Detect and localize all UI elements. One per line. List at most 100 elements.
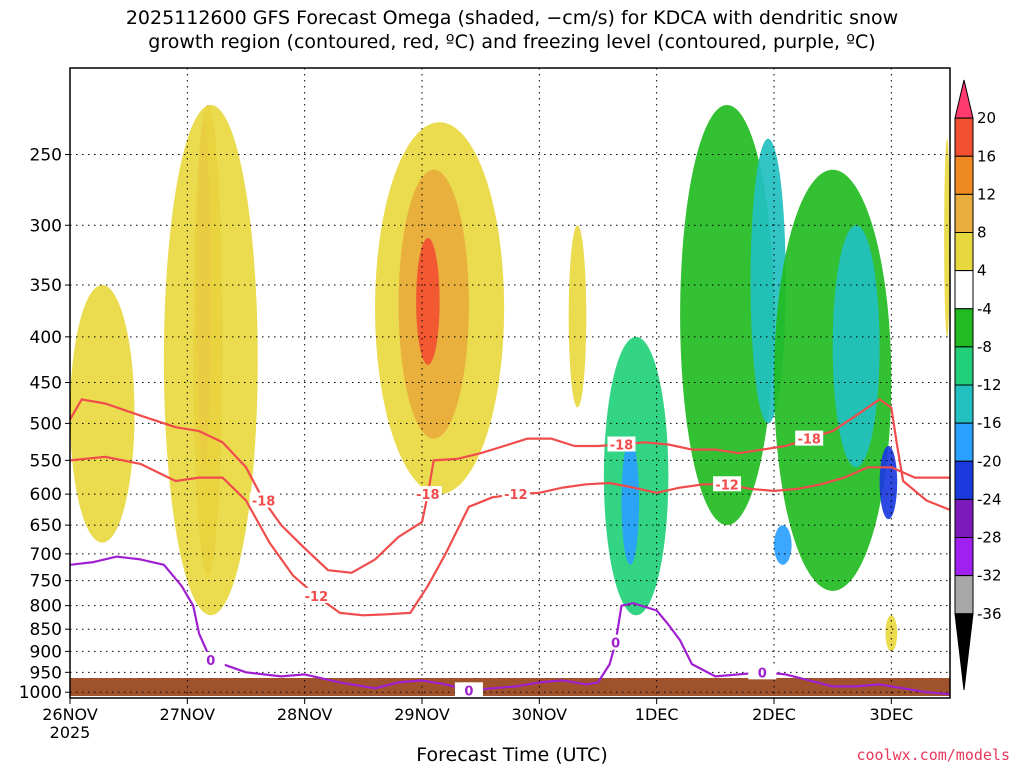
contour-label: -18 bbox=[252, 495, 276, 510]
colorbar-segment bbox=[954, 193, 974, 233]
colorbar-segment bbox=[954, 422, 974, 462]
y-tick-label: 950 bbox=[30, 663, 62, 683]
omega-region-16 bbox=[944, 138, 950, 337]
title-line-2: growth region (contoured, red, ºC) and f… bbox=[148, 31, 876, 53]
contour-label: -12 bbox=[715, 478, 739, 493]
y-tick-label: 800 bbox=[30, 597, 62, 617]
chart-title: 2025112600 GFS Forecast Omega (shaded, −… bbox=[0, 6, 1024, 54]
contour-label: 0 bbox=[758, 666, 767, 681]
contour-label: -18 bbox=[610, 439, 634, 454]
x-tick-label: 3DEC bbox=[869, 705, 913, 724]
contour-label-bg bbox=[601, 634, 630, 650]
omega-region-3 bbox=[70, 285, 135, 543]
contour-label: -18 bbox=[416, 488, 440, 503]
colorbar-segment bbox=[954, 384, 974, 424]
x-tick-label: 30NOV bbox=[512, 705, 568, 724]
colorbar: 20 16 12 8 4 -4 -8 -12 -16 -20 -24 -28 -32 -36 bbox=[954, 79, 1002, 691]
x-tick-label: 27NOV bbox=[160, 705, 216, 724]
contour-label-bg bbox=[454, 682, 483, 698]
contours: -18 -18 -18 -18 -12 -12 -12 0 0 0 0 bbox=[70, 398, 950, 699]
omega-region-13 bbox=[832, 225, 880, 468]
y-tick-label: 850 bbox=[30, 620, 62, 640]
y-tick-label: 250 bbox=[30, 146, 62, 166]
x-tick-label: 28NOV bbox=[277, 705, 333, 724]
contour-label-bg bbox=[302, 587, 331, 603]
y-tick-label: 600 bbox=[30, 485, 62, 505]
omega-region-2 bbox=[163, 104, 258, 616]
y-tick-label: 1000 bbox=[19, 683, 62, 703]
x-axis-label: Forecast Time (UTC) bbox=[416, 744, 608, 766]
colorbar-label: -20 bbox=[977, 452, 1002, 470]
omega-region-9 bbox=[621, 438, 640, 565]
contour-label-bg bbox=[249, 492, 278, 508]
contour-label: -18 bbox=[797, 433, 821, 448]
colorbar-segment bbox=[954, 232, 974, 272]
x-tick-year: 2025 bbox=[50, 723, 91, 742]
colorbar-label: -36 bbox=[977, 605, 1002, 623]
x-tick-label: 26NOV bbox=[42, 705, 98, 724]
y-tick-label: 350 bbox=[30, 276, 62, 296]
x-tick-label: 2DEC bbox=[752, 705, 796, 724]
colorbar-top-arrow bbox=[954, 79, 974, 119]
contour-label-bg bbox=[501, 486, 530, 502]
credit-text: coolwx.com/models bbox=[856, 746, 1010, 764]
colorbar-label: -16 bbox=[977, 414, 1002, 432]
contour-label: -12 bbox=[305, 590, 329, 605]
colorbar-segment bbox=[954, 308, 974, 348]
colorbar-label: -24 bbox=[977, 490, 1002, 508]
colorbar-segment bbox=[954, 346, 974, 386]
x-tick-label: 29NOV bbox=[394, 705, 450, 724]
x-tick-label: 1DEC bbox=[635, 705, 679, 724]
contour--18 bbox=[70, 398, 950, 574]
contour-label: 0 bbox=[206, 654, 215, 669]
grid bbox=[69, 68, 950, 698]
contour-label-bg bbox=[795, 430, 824, 446]
y-tick-label: 500 bbox=[30, 414, 62, 434]
y-tick-label: 450 bbox=[30, 374, 62, 394]
y-tick-label: 650 bbox=[30, 516, 62, 536]
contour-label-bg bbox=[607, 436, 636, 452]
colorbar-label: 4 bbox=[977, 262, 987, 280]
omega-region-15 bbox=[774, 525, 792, 565]
colorbar-label: -32 bbox=[977, 567, 1002, 585]
colorbar-label: 20 bbox=[977, 109, 996, 127]
title-line-1: 2025112600 GFS Forecast Omega (shaded, −… bbox=[125, 7, 899, 29]
y-tick-label: 900 bbox=[30, 642, 62, 662]
colorbar-bottom-arrow bbox=[954, 613, 974, 691]
colorbar-segment bbox=[954, 270, 974, 310]
omega-region-10 bbox=[680, 104, 774, 526]
omega-region-7 bbox=[568, 225, 587, 408]
colorbar-label: -4 bbox=[977, 300, 992, 318]
colorbar-segment bbox=[954, 575, 974, 615]
colorbar-label: 12 bbox=[977, 185, 996, 203]
colorbar-segment bbox=[954, 498, 974, 538]
colorbar-segment bbox=[954, 155, 974, 195]
colorbar-label: 16 bbox=[977, 147, 996, 165]
omega-region-14 bbox=[879, 445, 898, 520]
contour-label: 0 bbox=[611, 637, 620, 652]
contour-label: -12 bbox=[504, 488, 528, 503]
y-tick-label: 750 bbox=[30, 572, 62, 592]
contour-0 bbox=[70, 555, 950, 696]
contour-label-bg bbox=[413, 486, 442, 502]
colorbar-label: -28 bbox=[977, 529, 1002, 547]
x-axis: 26NOV 27NOV 28NOV 29NOV 30NOV 1DEC 2DEC 3DEC 202… bbox=[42, 698, 913, 742]
colorbar-segment bbox=[954, 537, 974, 577]
y-tick-label: 550 bbox=[30, 451, 62, 471]
contour-label-bg bbox=[713, 476, 742, 492]
colorbar-label: -12 bbox=[977, 376, 1002, 394]
omega-shading bbox=[70, 104, 950, 652]
y-tick-label: 700 bbox=[30, 545, 62, 565]
colorbar-label: -8 bbox=[977, 338, 992, 356]
colorbar-segment bbox=[954, 117, 974, 157]
y-axis: 2503003504004505005506006507007508008509… bbox=[19, 146, 70, 703]
contour-label-bg bbox=[748, 664, 777, 680]
contour-label-bg bbox=[196, 651, 225, 667]
omega-region-6 bbox=[416, 237, 440, 365]
y-tick-label: 300 bbox=[30, 216, 62, 236]
y-tick-label: 400 bbox=[30, 328, 62, 348]
contour-label: 0 bbox=[464, 684, 473, 699]
colorbar-label: 8 bbox=[977, 224, 987, 242]
colorbar-segment bbox=[954, 460, 974, 500]
